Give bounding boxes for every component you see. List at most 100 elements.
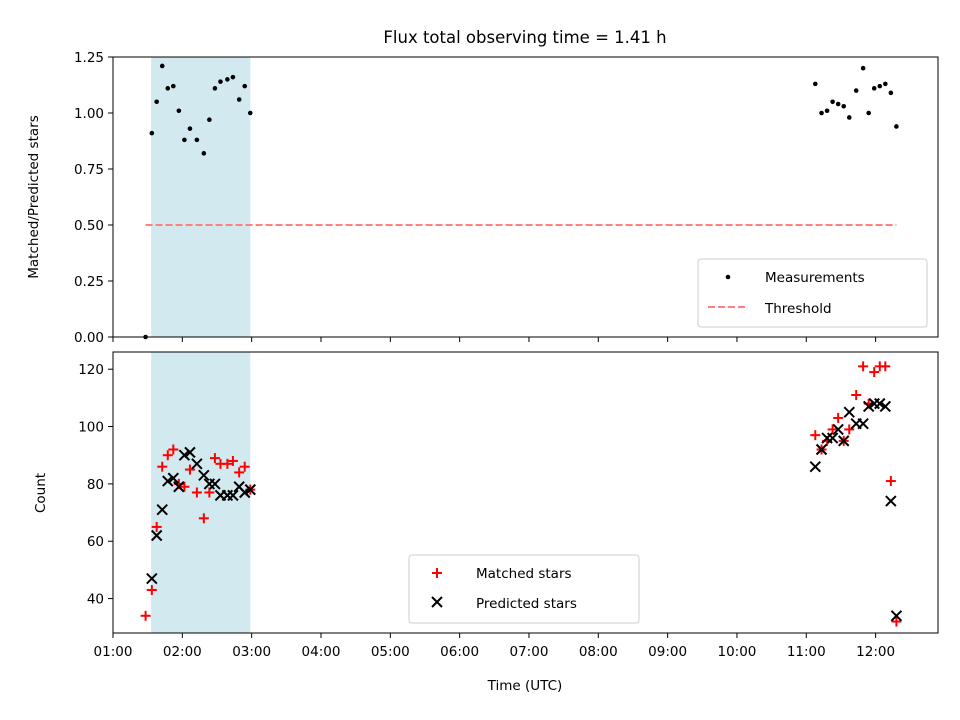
predicted-star-point [862,400,875,413]
measurement-point [819,110,824,116]
measurement-point [201,151,207,156]
legend-matched-label: Matched stars [476,566,572,582]
predicted-star-point [879,400,892,413]
matched-star-point [162,450,173,461]
measurement-point [207,117,212,123]
measurement-point [171,83,176,89]
predicted-star-point [156,503,168,516]
predicted-star-point [239,486,251,499]
matched-star-point [151,521,162,532]
measurement-point [182,137,187,143]
matched-star-point [891,616,902,627]
x-tick-label: 01:00 [94,644,133,660]
predicted-star-point [890,610,903,622]
measurement-point [149,130,155,136]
matched-star-point [157,461,168,472]
predicted-star-point [191,458,203,470]
measurement-point [225,77,230,82]
bottom-panel: 40 60 80 100 120 01:00 02:00 03:00 04:00 05:00 06… [33,351,939,694]
measurement-point [247,110,253,116]
matched-star-point [869,367,880,378]
legend-predicted-label: Predicted stars [476,596,577,612]
matched-star-point [222,458,233,469]
measurement-point [159,63,165,69]
measurement-point [853,88,859,93]
measurement-point [824,108,830,114]
matched-star-point [858,361,869,372]
predicted-star-point [832,423,844,436]
x-tick-label: 08:00 [579,644,618,660]
measurement-point [242,83,248,89]
matched-star-point [179,481,190,492]
bottom-legend: Matched stars Predicted stars [408,554,640,624]
x-tick-label: 09:00 [648,644,687,660]
top-panel-shade [151,57,251,337]
matched-star-point [140,610,151,621]
y-tick-label: 0.25 [74,274,104,290]
x-tick-label: 11:00 [787,644,826,660]
x-axis-label: Time (UTC) [487,678,563,694]
y-tick-label: 1.25 [74,50,104,66]
measurement-point [812,81,818,87]
measurement-point [176,108,182,114]
matched-star-point [885,476,896,487]
measurement-point [894,124,899,129]
measurement-point [236,97,242,102]
x-tick-label: 05:00 [371,644,410,660]
matched-star-point [851,390,862,401]
matched-star-point [204,487,215,498]
measurement-point [212,86,218,91]
top-legend-box [697,258,928,328]
x-tick-label: 02:00 [163,644,202,660]
matched-star-point [844,424,855,435]
matched-star-point [827,424,838,435]
top-panel-ylabel: Matched/Predicted stars [26,115,42,278]
matched-star-point [209,453,220,464]
measurement-point [835,101,841,107]
measurement-point [888,90,894,96]
predicted-star-point [227,489,239,502]
y-tick-label: 100 [78,420,104,436]
x-tick-label: 06:00 [440,644,479,660]
predicted-star-point [838,435,850,447]
chart-title: Flux total observing time = 1.41 h [383,28,666,47]
measurement-point [846,115,852,120]
predicted-star-point [857,417,869,430]
y-tick-label: 40 [87,592,104,608]
predicted-star-point [162,475,174,487]
x-tick-label: 10:00 [717,644,756,660]
matched-star-point [198,513,209,524]
matched-star-point [191,487,202,498]
matched-star-point [184,464,195,475]
matched-star-point [833,412,844,423]
measurement-point [871,86,877,91]
predicted-star-point [809,460,821,473]
measurement-point [841,103,847,109]
predicted-star-point [178,449,191,461]
x-tick-label: 07:00 [510,644,549,660]
predicted-star-point [885,495,897,507]
bottom-legend-box [408,554,640,624]
legend-threshold-label: Threshold [764,301,832,317]
matched-star-point [168,444,179,455]
predicted-star-point [826,432,839,444]
legend-measurements-marker [725,274,731,280]
predicted-star-point [843,406,855,418]
x-tick-label: 04:00 [302,644,341,660]
predicted-star-point [874,397,886,410]
matched-star-point [227,455,238,466]
measurement-point [866,110,871,116]
matched-star-point [239,461,250,472]
predicted-star-point [209,478,221,490]
measurement-point [194,137,200,143]
predicted-star-point [184,446,196,459]
predicted-star-point [173,481,185,493]
y-tick-label: 120 [78,362,104,378]
legend-predicted-marker [431,596,443,608]
x-tick-label: 12:00 [856,644,895,660]
predicted-star-point [815,443,828,456]
predicted-star-point [167,472,180,484]
measurement-point [230,74,236,80]
measurement-point [165,86,171,91]
